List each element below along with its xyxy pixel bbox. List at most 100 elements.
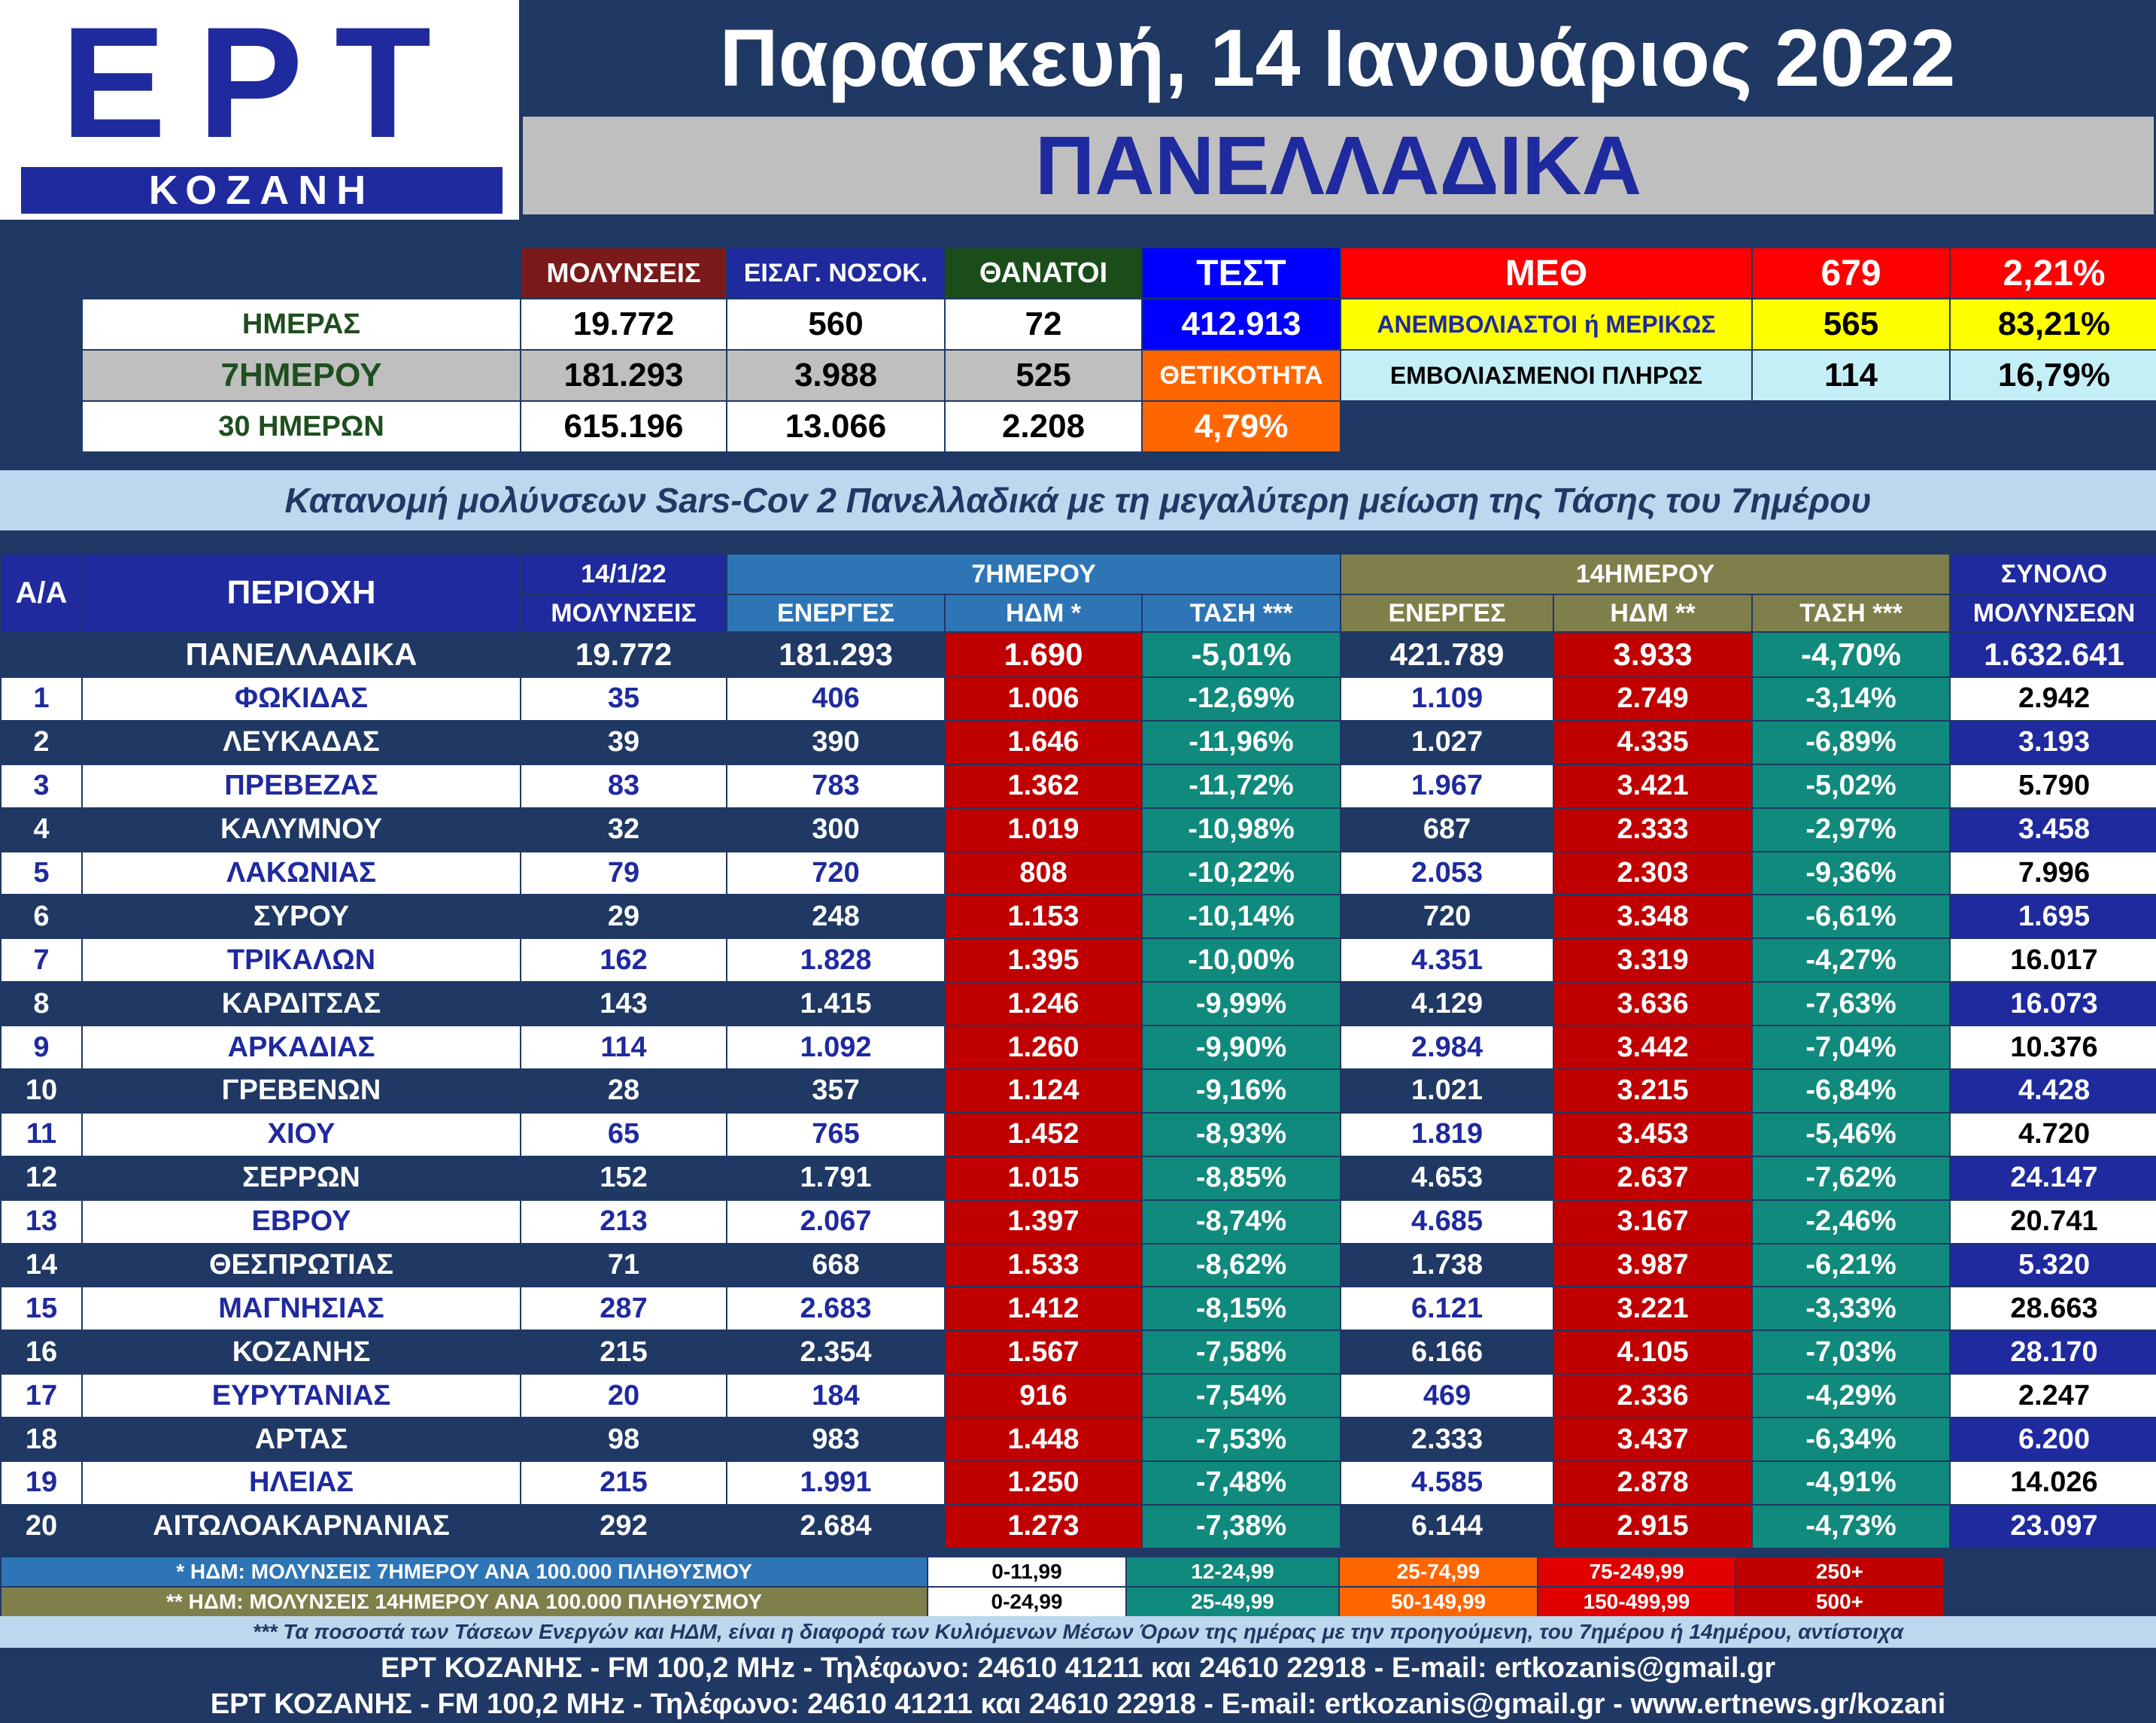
- row-number: 5: [0, 850, 83, 896]
- region-hdm7: 916: [944, 1373, 1143, 1419]
- region-total: 14.026: [1949, 1460, 2156, 1506]
- col-header-area: ΠΕΡΙΟΧΗ: [81, 553, 521, 633]
- summary-row-label: ΗΜΕΡΑΣ: [81, 298, 521, 351]
- region-row: 11 ΧΙΟΥ 65 765 1.452 -8,93% 1.819 3.453 -5,46% 4.…: [0, 1111, 2156, 1157]
- region-row: 9 ΑΡΚΑΔΙΑΣ 114 1.092 1.260 -9,90% 2.984 3.442 -7…: [0, 1025, 2156, 1071]
- region-trend7: -9,90%: [1140, 1025, 1342, 1071]
- region-hdm7: 1.452: [944, 1111, 1143, 1157]
- national-name: ΠΑΝΕΛΛΑΔΙΚΑ: [81, 631, 521, 678]
- summary-header-tests: ΤΕΣΤ: [1141, 247, 1341, 299]
- summary-day-infections: 19.772: [520, 298, 727, 351]
- region-infections: 162: [520, 937, 727, 983]
- row-number: 10: [0, 1068, 83, 1114]
- region-row: 13 ΕΒΡΟΥ 213 2.067 1.397 -8,74% 4.685 3.167 -2,4…: [0, 1199, 2156, 1244]
- region-trend7: -9,99%: [1140, 981, 1342, 1027]
- summary-day-deaths: 72: [944, 298, 1143, 351]
- region-trend14: -5,46%: [1751, 1111, 1951, 1157]
- region-active7: 1.828: [726, 937, 946, 983]
- region-active7: 184: [726, 1373, 946, 1419]
- summary-week-infections: 181.293: [520, 349, 727, 402]
- region-hdm14: 2.336: [1553, 1373, 1754, 1419]
- legend-hdm14-range: 500+: [1735, 1586, 1945, 1618]
- region-hdm7: 1.448: [944, 1417, 1143, 1463]
- region-hdm14: 3.987: [1553, 1242, 1754, 1288]
- region-infections: 32: [520, 807, 727, 852]
- footnote: *** Τα ποσοστά των Τάσεων Ενεργών και ΗΔ…: [0, 1616, 2156, 1648]
- region-trend14: -7,63%: [1751, 981, 1951, 1027]
- region-hdm7: 1.646: [944, 719, 1143, 765]
- region-active7: 357: [726, 1068, 946, 1114]
- report-date: Παρασκευή, 14 Ιανουάριος 2022: [719, 11, 1956, 103]
- national-infections: 19.772: [520, 631, 727, 678]
- region-infections: 83: [520, 763, 727, 809]
- region-active14: 2.333: [1340, 1417, 1555, 1463]
- region-trend14: -7,04%: [1751, 1025, 1951, 1071]
- region-hdm7: 1.250: [944, 1460, 1143, 1506]
- row-number: 11: [0, 1111, 83, 1157]
- row-number: 1: [0, 676, 83, 722]
- region-total: 1.695: [1949, 894, 2156, 940]
- region-hdm7: 1.362: [944, 763, 1143, 809]
- national-active7: 181.293: [726, 631, 946, 678]
- region-infections: 39: [520, 719, 727, 765]
- vaccinated-pct: 16,79%: [1949, 349, 2156, 402]
- summary-row-label: 7ΗΜΕΡΟΥ: [81, 349, 521, 402]
- region-name: ΚΟΖΑΝΗΣ: [81, 1329, 521, 1375]
- legend-hdm14-range: 25-49,99: [1125, 1586, 1340, 1618]
- col-header-total-bottom: ΜΟΛΥΝΣΕΩΝ: [1949, 594, 2156, 633]
- region-infections: 28: [520, 1068, 727, 1114]
- region-trend7: -10,00%: [1140, 937, 1342, 983]
- region-active7: 1.415: [726, 981, 946, 1027]
- region-hdm14: 3.221: [1553, 1286, 1754, 1332]
- region-trend7: -11,96%: [1140, 719, 1342, 765]
- national-active14: 421.789: [1340, 631, 1555, 678]
- region-row: 1 ΦΩΚΙΔΑΣ 35 406 1.006 -12,69% 1.109 2.749 -3,14…: [0, 676, 2156, 722]
- summary-header-deaths: ΘΑΝΑΤΟΙ: [944, 247, 1143, 299]
- region-active7: 2.683: [726, 1286, 946, 1332]
- region-total: 3.193: [1949, 719, 2156, 765]
- region-trend7: -12,69%: [1140, 676, 1342, 722]
- region-hdm14: 3.421: [1553, 763, 1754, 809]
- region-name: ΑΡΚΑΔΙΑΣ: [81, 1025, 521, 1071]
- ert-logo: ΕΡΤ ΚΟΖΑΝΗ: [0, 0, 519, 220]
- region-trend14: -6,21%: [1751, 1242, 1951, 1288]
- logo-brand-text: ΕΡΤ: [60, 8, 463, 158]
- national-trend14: -4,70%: [1751, 631, 1951, 678]
- national-aa: [0, 631, 83, 678]
- region-hdm14: 2.303: [1553, 850, 1754, 896]
- national-hdm7: 1.690: [944, 631, 1143, 678]
- region-infections: 35: [520, 676, 727, 722]
- region-row: 3 ΠΡΕΒΕΖΑΣ 83 783 1.362 -11,72% 1.967 3.421 -5,0…: [0, 763, 2156, 809]
- region-active7: 783: [726, 763, 946, 809]
- region-infections: 114: [520, 1025, 727, 1071]
- region-hdm7: 1.153: [944, 894, 1143, 940]
- region-trend7: -10,14%: [1140, 894, 1342, 940]
- col-header-active7: ΕΝΕΡΓΕΣ: [726, 594, 946, 633]
- region-row: 17 ΕΥΡΥΤΑΝΙΑΣ 20 184 916 -7,54% 469 2.336 -4,29%…: [0, 1373, 2156, 1419]
- col-header-trend7: ΤΑΣΗ ***: [1140, 594, 1342, 633]
- region-row: 12 ΣΕΡΡΩΝ 152 1.791 1.015 -8,85% 4.653 2.637 -7,…: [0, 1155, 2156, 1201]
- region-hdm7: 1.124: [944, 1068, 1143, 1114]
- region-hdm7: 1.273: [944, 1503, 1143, 1549]
- region-name: ΣΕΡΡΩΝ: [81, 1155, 521, 1201]
- region-row: 8 ΚΑΡΔΙΤΣΑΣ 143 1.415 1.246 -9,99% 4.129 3.636-…: [0, 981, 2156, 1027]
- region-row: 6 ΣΥΡΟΥ 29 248 1.153 -10,14% 720 3.348 -6,61% 1.6…: [0, 894, 2156, 940]
- region-active7: 720: [726, 850, 946, 896]
- section-subtitle: Κατανομή μολύνσεων Sars-Cov 2 Πανελλαδικ…: [0, 470, 2156, 530]
- region-active14: 1.109: [1340, 676, 1555, 722]
- region-hdm14: 3.442: [1553, 1025, 1754, 1071]
- summary-table: ΜΟΛΥΝΣΕΙΣ ΕΙΣΑΓ. ΝΟΣΟΚ. ΘΑΝΑΤΟΙ ΤΕΣΤ ΜΕΘ…: [81, 247, 2156, 453]
- region-total: 4.428: [1949, 1068, 2156, 1114]
- region-hdm7: 1.397: [944, 1199, 1143, 1244]
- positivity-label: ΘΕΤΙΚΟΤΗΤΑ: [1141, 349, 1341, 402]
- region-infections: 143: [520, 981, 727, 1027]
- region-infections: 79: [520, 850, 727, 896]
- region-trend7: -10,98%: [1140, 807, 1342, 852]
- region-row: 16 ΚΟΖΑΝΗΣ 215 2.354 1.567 -7,58% 6.166 4.105 -7…: [0, 1329, 2156, 1375]
- vaccinated-label: ΕΜΒΟΛΙΑΣΜΕΝΟΙ ΠΛΗΡΩΣ: [1340, 349, 1753, 402]
- legend-hdm7-range: 25-74,99: [1338, 1556, 1538, 1588]
- region-active14: 1.967: [1340, 763, 1555, 809]
- region-trend7: -8,93%: [1140, 1111, 1342, 1157]
- legend-hdm7-range: 250+: [1735, 1556, 1945, 1588]
- region-hdm14: 3.437: [1553, 1417, 1754, 1463]
